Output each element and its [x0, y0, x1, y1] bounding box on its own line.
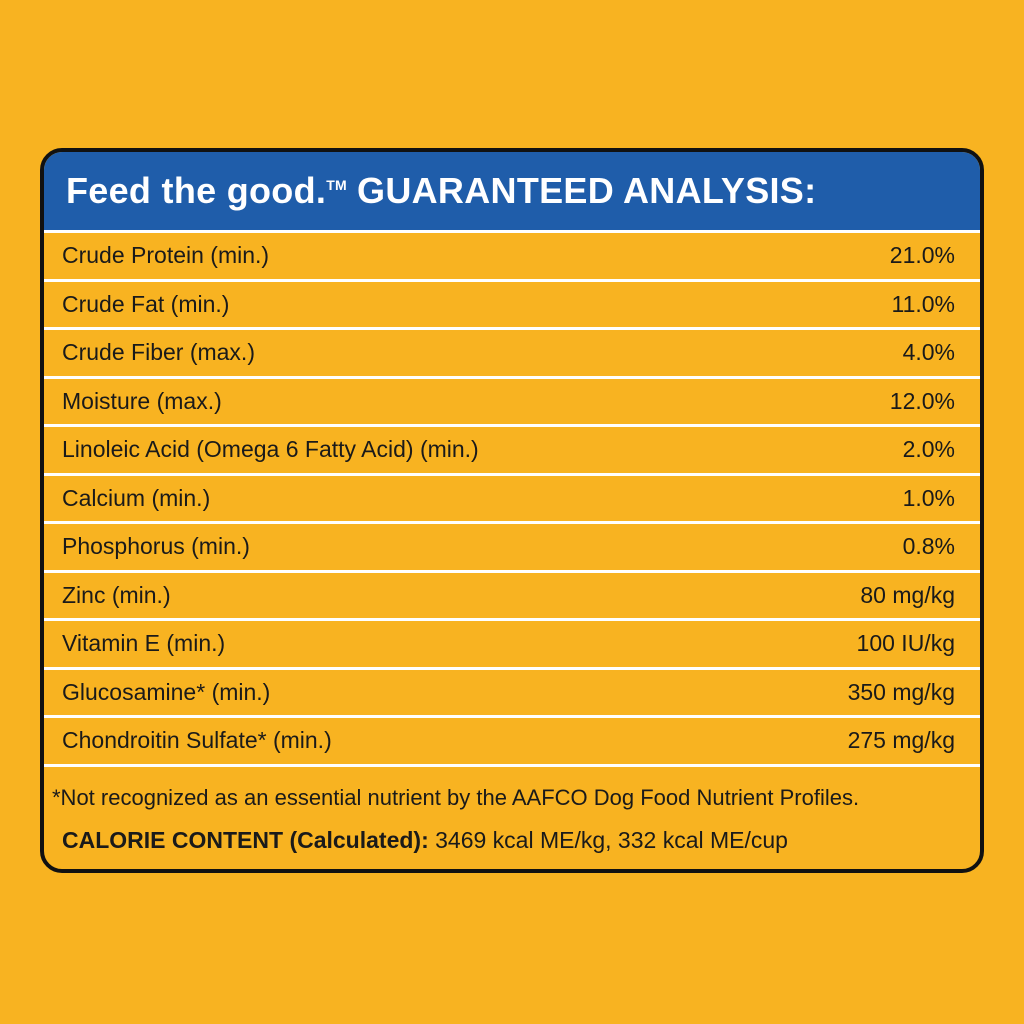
table-row: Moisture (max.) 12.0% [44, 379, 980, 427]
trademark-symbol: TM [326, 177, 348, 193]
nutrient-label: Crude Protein (min.) [62, 242, 270, 269]
nutrient-value: 11.0% [891, 290, 955, 317]
nutrient-value: 12.0% [889, 387, 955, 414]
nutrient-label: Glucosamine* (min.) [62, 678, 271, 705]
table-row: Calcium (min.) 1.0% [44, 476, 980, 524]
guaranteed-analysis-panel: Feed the good. TM GUARANTEED ANALYSIS: Cr… [40, 148, 984, 873]
table-row: Chondroitin Sulfate* (min.) 275 mg/kg [44, 718, 980, 767]
panel-title: GUARANTEED ANALYSIS: [357, 170, 817, 211]
nutrient-value: 0.8% [902, 533, 955, 560]
nutrient-label: Chondroitin Sulfate* (min.) [62, 727, 332, 754]
table-row: Linoleic Acid (Omega 6 Fatty Acid) (min.… [44, 427, 980, 476]
calorie-value: 3469 kcal ME/kg, 332 kcal ME/cup [435, 826, 788, 853]
analysis-table: Crude Protein (min.) 21.0% Crude Fat (min… [44, 233, 980, 767]
nutrient-value: 21.0% [889, 242, 955, 269]
nutrient-value: 2.0% [902, 436, 955, 463]
nutrient-value: 100 IU/kg [856, 630, 955, 657]
table-row: Phosphorus (min.) 0.8% [44, 524, 980, 573]
table-row: Crude Fiber (max.) 4.0% [44, 330, 980, 379]
table-row: Crude Protein (min.) 21.0% [44, 233, 980, 282]
table-row: Vitamin E (min.) 100 IU/kg [44, 621, 980, 670]
header-divider [44, 230, 980, 233]
nutrient-label: Crude Fat (min.) [62, 290, 230, 317]
nutrient-label: Vitamin E (min.) [62, 630, 226, 657]
table-row: Crude Fat (min.) 11.0% [44, 282, 980, 330]
table-row: Zinc (min.) 80 mg/kg [44, 573, 980, 621]
nutrient-label: Linoleic Acid (Omega 6 Fatty Acid) (min.… [62, 436, 479, 463]
nutrient-label: Zinc (min.) [62, 581, 171, 608]
nutrient-value: 350 mg/kg [847, 678, 955, 705]
calorie-label: CALORIE CONTENT (Calculated): [62, 826, 429, 853]
nutrient-label: Calcium (min.) [62, 484, 211, 511]
panel-header: Feed the good. TM GUARANTEED ANALYSIS: [44, 152, 980, 230]
nutrient-label: Phosphorus (min.) [62, 533, 250, 560]
nutrient-label: Crude Fiber (max.) [62, 339, 255, 366]
calorie-content: CALORIE CONTENT (Calculated): 3469 kcal … [44, 811, 980, 854]
nutrient-value: 4.0% [902, 339, 955, 366]
nutrient-label: Moisture (max.) [62, 387, 222, 414]
nutrient-value: 275 mg/kg [847, 727, 955, 754]
nutrient-value: 1.0% [902, 484, 955, 511]
nutrient-value: 80 mg/kg [860, 581, 955, 608]
aafco-footnote: *Not recognized as an essential nutrient… [52, 784, 860, 810]
brand-slogan: Feed the good. [66, 170, 327, 211]
table-row: Glucosamine* (min.) 350 mg/kg [44, 670, 980, 718]
